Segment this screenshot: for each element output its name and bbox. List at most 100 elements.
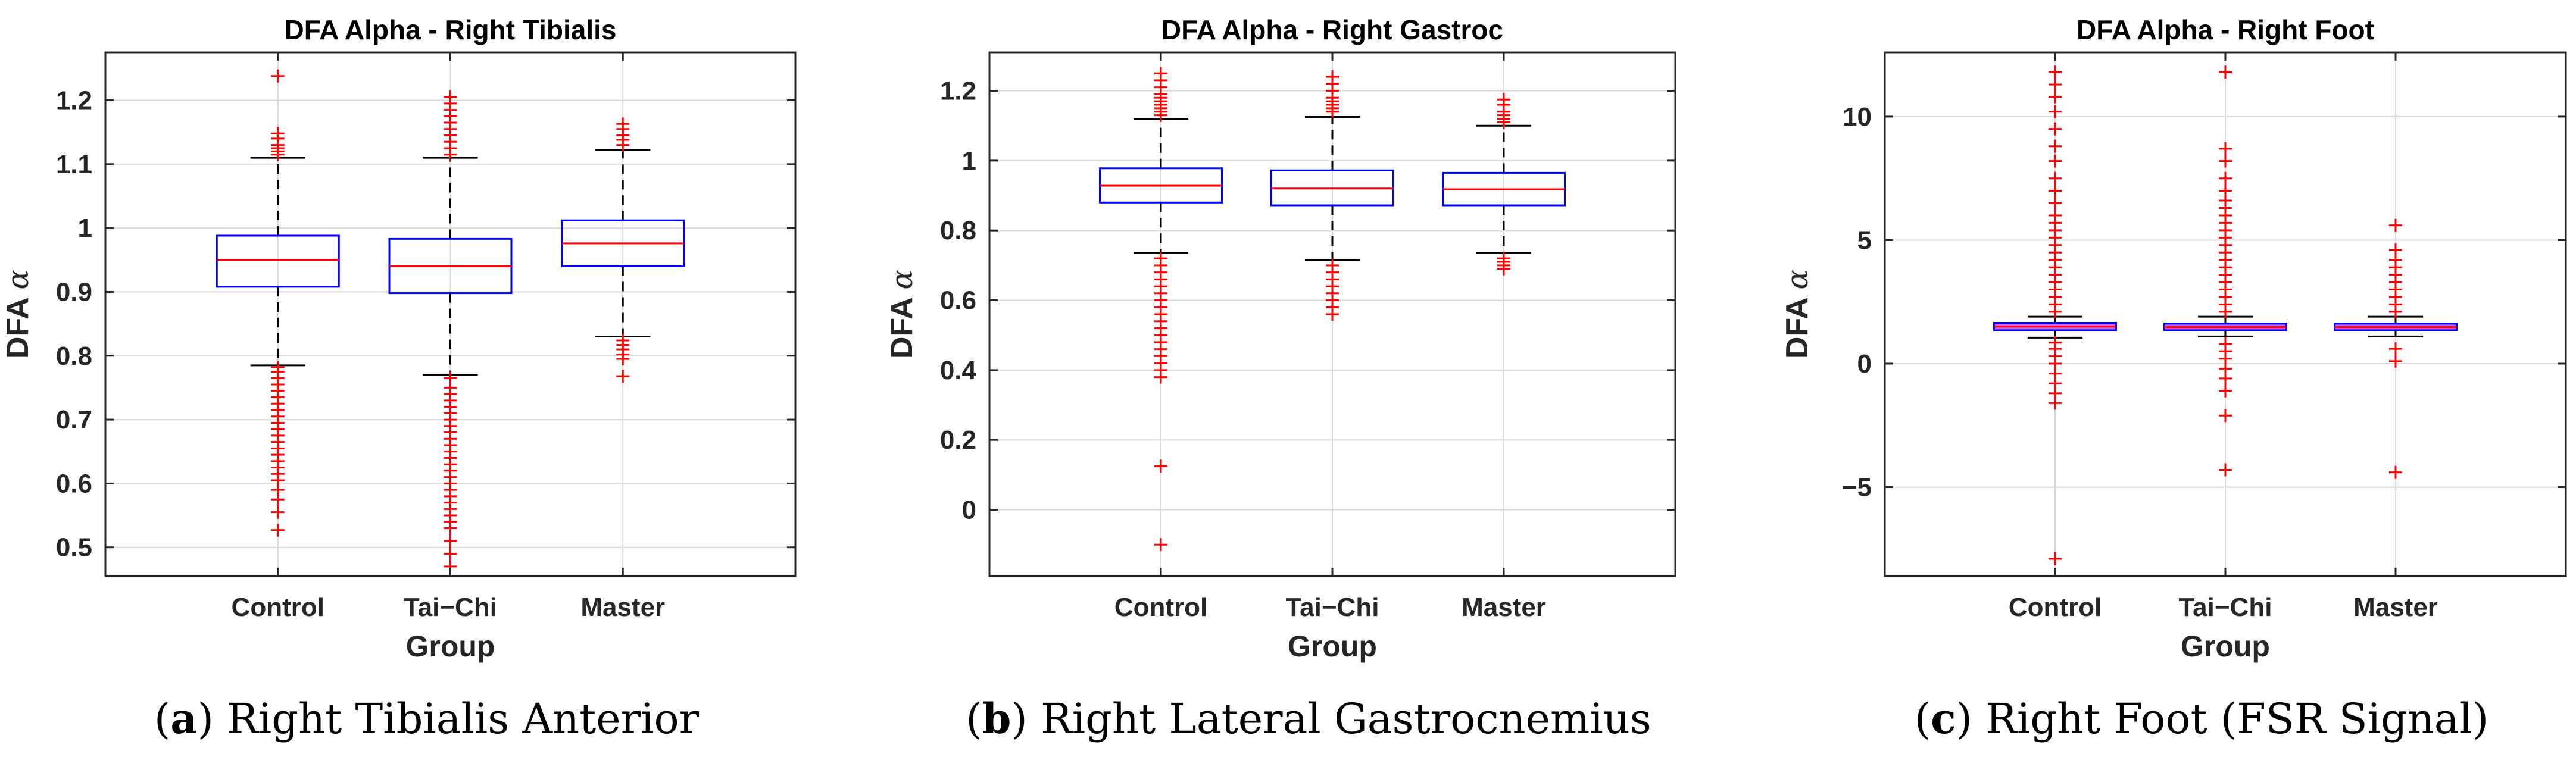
x-tick-label: Tai−Chi [404,593,497,622]
outlier-marker [2219,337,2232,351]
y-tick-label: 0.9 [56,277,92,306]
x-tick-label: Control [1114,593,1207,622]
outlier-marker [271,361,285,374]
y-axis-label-symbol: α [885,270,919,290]
outlier-marker [2049,105,2062,118]
panel-caption: (a) Right Tibialis Anterior [154,694,700,743]
x-axis-label: Group [406,630,495,663]
outlier-marker [2049,336,2062,349]
caption-text: ) Right Lateral Gastrocnemius [1011,695,1651,743]
panel-caption: (c) Right Foot (FSR Signal) [1915,694,2489,743]
caption-letter: b [982,694,1011,743]
y-tick-label: 0.2 [940,426,976,455]
chart-panel-a: 0.5 0.6 0.7 0.8 0.9 1 1.1 1.2 Control Tai−Chi Mast… [1,14,797,743]
outlier-marker [2219,409,2232,423]
outlier-marker [2219,142,2232,155]
y-tick-label: 1 [962,146,976,176]
outlier-marker [2219,171,2232,185]
outlier-marker [2049,90,2062,104]
outlier-marker [271,127,285,140]
outlier-marker [2219,154,2232,168]
outlier-marker [1154,459,1167,473]
y-tick-label: 10 [1843,102,1872,132]
y-tick-label: 1.2 [940,77,976,106]
outlier-marker [1326,70,1339,84]
caption-letter: a [170,694,197,743]
x-tick-label: Master [1462,593,1546,622]
box-1 [1270,70,1394,321]
y-tick-label: 0.4 [940,356,977,385]
outlier-marker [1154,252,1167,265]
caption-letter: c [1931,694,1956,743]
outlier-marker [1497,93,1510,107]
caption-text: ) Right Tibialis Anterior [198,695,700,743]
outlier-marker [2389,354,2402,368]
outlier-marker [271,69,285,83]
chart-title: DFA Alpha - Right Tibialis [285,14,617,45]
outlier-marker [444,371,457,385]
x-tick-label: Tai−Chi [1286,593,1379,622]
y-axis-label-text: DFA [885,290,919,359]
chart-title: DFA Alpha - Right Gastroc [1161,14,1503,45]
y-axis-label: DFA α [1,270,35,359]
chart-title: DFA Alpha - Right Foot [2077,14,2374,45]
outlier-marker [444,547,457,561]
outlier-marker [2389,243,2402,257]
box-2 [2334,218,2458,479]
caption-text: ) Right Foot (FSR Signal) [1956,695,2489,743]
outlier-marker [444,90,457,104]
outlier-marker [271,523,285,537]
outlier-marker [2049,65,2062,79]
outlier-marker [2389,342,2402,356]
outlier-marker [2219,65,2232,79]
y-tick-label: 5 [1857,226,1872,255]
box-0 [216,69,340,537]
outlier-marker [616,370,630,383]
x-axis-label: Group [2181,630,2270,663]
x-tick-label: Control [232,593,324,622]
outlier-marker [2389,465,2402,479]
outlier-marker [2049,552,2062,565]
y-tick-label: 0 [1857,349,1872,378]
box-0 [1993,65,2117,565]
y-tick-label: −5 [1842,473,1872,502]
outlier-marker [2219,384,2232,398]
outlier-marker [271,505,285,519]
outlier-marker [616,334,630,347]
outlier-marker [1154,67,1167,80]
y-axis-label: DFA α [1780,270,1815,359]
y-tick-label: 1.1 [56,150,92,179]
y-tick-label: 1 [78,214,92,243]
outlier-marker [616,117,630,131]
outlier-marker [2049,154,2062,168]
outlier-marker [2389,218,2402,232]
chart-panel-b: 0 0.2 0.4 0.6 0.8 1 1.2 Control Tai−Chi Master DFA… [885,14,1676,743]
y-axis-label-text: DFA [1780,290,1815,359]
panel-caption: (b) Right Lateral Gastrocnemius [966,694,1651,743]
y-axis-label-symbol: α [1,270,35,290]
outlier-marker [2049,122,2062,136]
box-body [216,234,340,288]
x-tick-label: Master [580,593,665,622]
y-tick-label: 0.8 [56,342,92,371]
outlier-marker [2049,139,2062,153]
y-tick-label: 0.5 [56,533,92,562]
outlier-marker [2049,196,2062,210]
outlier-marker [1497,252,1510,265]
y-tick-label: 1.2 [56,86,92,115]
y-axis-label-symbol: α [1780,270,1815,290]
box-2 [1442,93,1566,276]
box-2 [561,117,685,383]
outlier-marker [2219,463,2232,477]
x-tick-label: Control [2009,593,2102,622]
outlier-marker [2049,208,2062,222]
outlier-marker [2049,77,2062,91]
outlier-marker [2049,171,2062,185]
outlier-marker [1154,538,1167,552]
y-axis-label-text: DFA [1,290,35,359]
chart-panel-c: −5 0 5 10 Control Tai−Chi Master DFA Alpha - Ri… [1780,14,2567,743]
box-0 [1099,67,1223,552]
x-axis-label: Group [1288,630,1377,663]
y-tick-label: 0 [962,496,976,525]
